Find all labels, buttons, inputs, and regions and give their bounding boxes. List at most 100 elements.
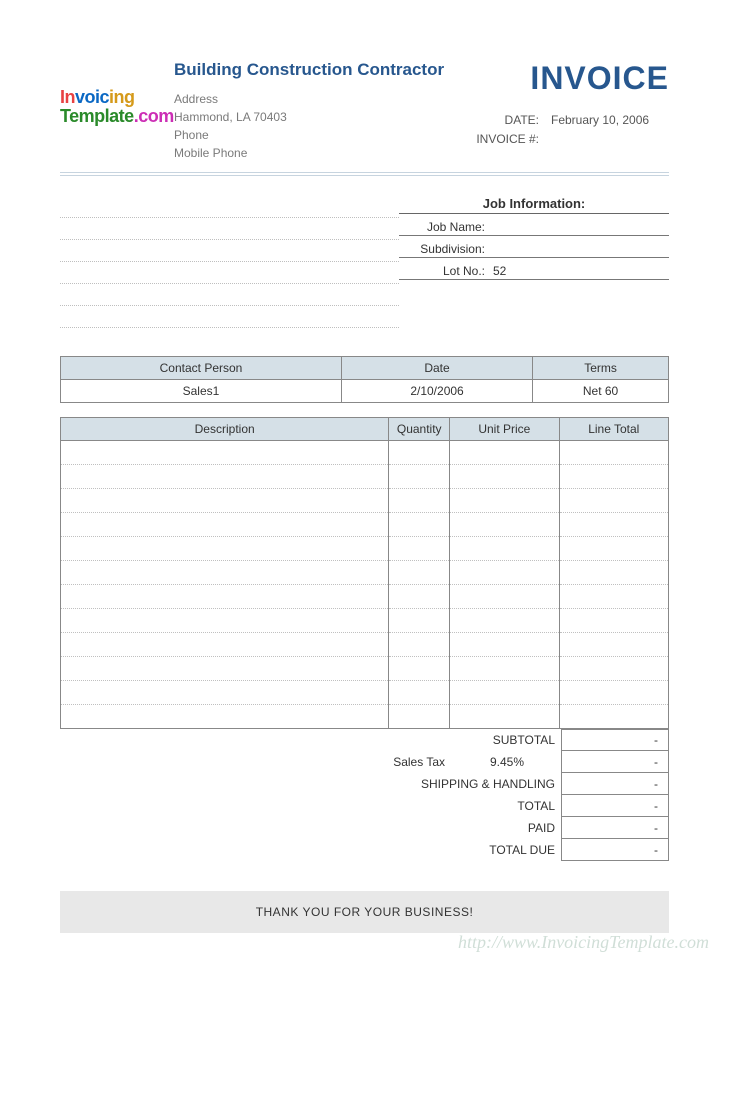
date-header: Date [341, 357, 532, 380]
total-value: - [561, 795, 669, 817]
item-cell [389, 681, 450, 705]
subdivision-row: Subdivision: [399, 236, 669, 258]
item-row [61, 585, 669, 609]
item-cell [559, 609, 668, 633]
lot-label: Lot No.: [399, 264, 489, 278]
tax-prelabel: Sales Tax [393, 755, 453, 769]
item-row [61, 537, 669, 561]
item-row [61, 705, 669, 729]
total-label: TOTAL [517, 799, 561, 813]
item-row [61, 441, 669, 465]
item-cell [61, 561, 389, 585]
item-row [61, 489, 669, 513]
contact-value: Sales1 [61, 380, 342, 403]
blank-line [60, 196, 399, 218]
item-cell [559, 561, 668, 585]
item-cell [559, 657, 668, 681]
item-row [61, 465, 669, 489]
invoice-block: INVOICE DATE: February 10, 2006 INVOICE … [449, 60, 669, 149]
date-label: DATE: [449, 111, 539, 130]
total-row: TOTAL - [60, 795, 669, 817]
lot-value: 52 [489, 264, 669, 278]
subtotal-value: - [561, 729, 669, 751]
logo-text: .com [134, 106, 174, 126]
item-row [61, 681, 669, 705]
logo-text: ing [109, 87, 135, 107]
item-cell [389, 513, 450, 537]
price-header: Unit Price [450, 418, 559, 441]
due-label: TOTAL DUE [489, 843, 561, 857]
subtotal-label: SUBTOTAL [493, 733, 561, 747]
contact-row: Sales1 2/10/2006 Net 60 [61, 380, 669, 403]
subdivision-label: Subdivision: [399, 242, 489, 256]
item-cell [389, 561, 450, 585]
subtotal-row: SUBTOTAL - [60, 729, 669, 751]
shipping-value: - [561, 773, 669, 795]
shipping-row: SHIPPING & HANDLING - [60, 773, 669, 795]
paid-value: - [561, 817, 669, 839]
item-cell [559, 705, 668, 729]
item-cell [450, 705, 559, 729]
blank-line [60, 262, 399, 284]
logo-text: In [60, 87, 75, 107]
item-cell [450, 633, 559, 657]
item-cell [450, 657, 559, 681]
contact-table: Contact Person Date Terms Sales1 2/10/20… [60, 356, 669, 403]
invoice-num-label: INVOICE #: [449, 130, 539, 149]
watermark: http://www.InvoicingTemplate.com [458, 932, 709, 953]
item-cell [559, 681, 668, 705]
item-cell [450, 681, 559, 705]
item-cell [450, 513, 559, 537]
item-row [61, 657, 669, 681]
tax-rate: 9.45% [453, 755, 561, 769]
date-value: February 10, 2006 [539, 111, 669, 130]
item-cell [450, 465, 559, 489]
item-cell [559, 537, 668, 561]
item-cell [61, 585, 389, 609]
item-cell [61, 465, 389, 489]
item-cell [450, 585, 559, 609]
item-cell [450, 537, 559, 561]
item-cell [559, 585, 668, 609]
job-info: Job Information: Job Name: Subdivision: … [399, 196, 669, 328]
item-cell [61, 441, 389, 465]
header-row: Invoicing Template.com Building Construc… [60, 60, 669, 162]
item-cell [559, 489, 668, 513]
city-line: Hammond, LA 70403 [174, 108, 449, 126]
company-name: Building Construction Contractor [174, 60, 449, 80]
invoice-num-row: INVOICE #: [449, 130, 669, 149]
paid-label: PAID [528, 821, 561, 835]
item-cell [61, 513, 389, 537]
due-value: - [561, 839, 669, 861]
item-row [61, 561, 669, 585]
item-cell [389, 609, 450, 633]
item-row [61, 513, 669, 537]
blank-line [60, 284, 399, 306]
item-cell [559, 465, 668, 489]
item-cell [61, 633, 389, 657]
job-name-row: Job Name: [399, 214, 669, 236]
shipping-label: SHIPPING & HANDLING [421, 777, 561, 791]
item-cell [61, 609, 389, 633]
item-cell [61, 489, 389, 513]
invoice-page: Invoicing Template.com Building Construc… [0, 0, 729, 973]
phone-label: Phone [174, 126, 449, 144]
item-cell [61, 537, 389, 561]
item-cell [559, 633, 668, 657]
invoice-num-value [539, 130, 669, 149]
desc-header: Description [61, 418, 389, 441]
blank-line [60, 306, 399, 328]
tax-row: Sales Tax 9.45% - [60, 751, 669, 773]
invoice-title: INVOICE [449, 60, 669, 97]
client-lines [60, 196, 399, 328]
item-cell [389, 657, 450, 681]
item-cell [389, 537, 450, 561]
item-cell [389, 441, 450, 465]
qty-header: Quantity [389, 418, 450, 441]
item-cell [61, 705, 389, 729]
job-section: Job Information: Job Name: Subdivision: … [60, 196, 669, 328]
company-block: Building Construction Contractor Address… [170, 60, 449, 162]
total-header: Line Total [559, 418, 668, 441]
item-cell [450, 609, 559, 633]
date-value: 2/10/2006 [341, 380, 532, 403]
